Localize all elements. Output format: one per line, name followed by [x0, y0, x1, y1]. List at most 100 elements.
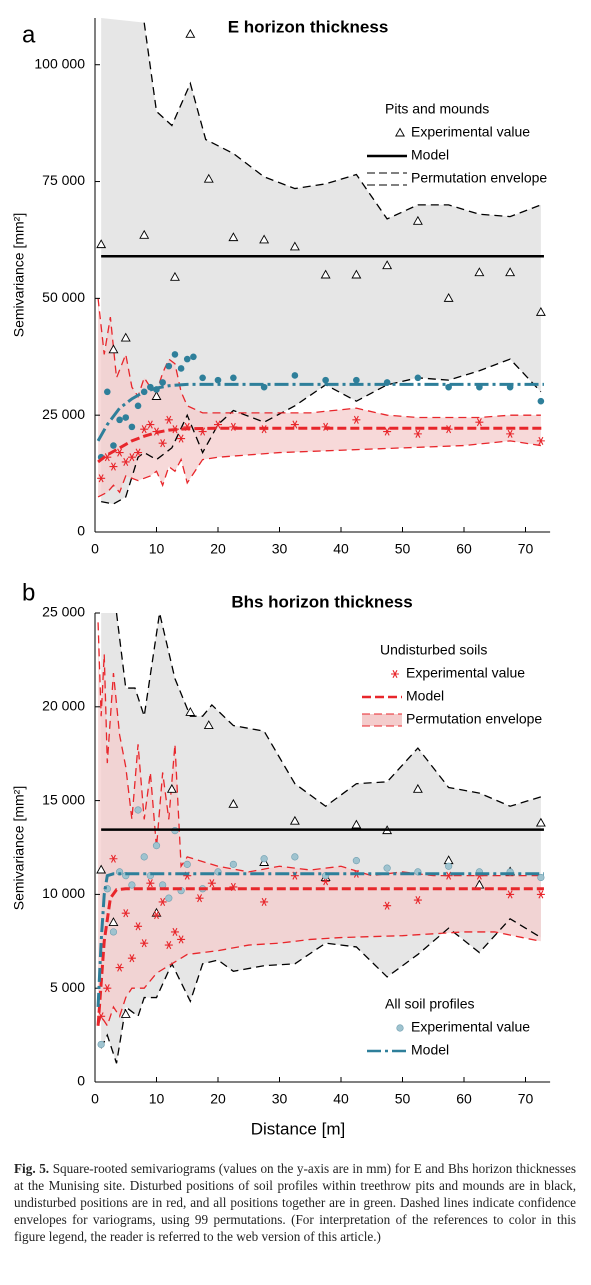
legend-label: Model	[406, 688, 444, 704]
x-tick-label: 40	[333, 1091, 349, 1107]
legend-label: Model	[411, 147, 449, 163]
triangle-point	[169, 271, 180, 281]
triangle-point	[412, 215, 423, 225]
x-tick-label: 10	[149, 541, 165, 557]
asterisk-point	[115, 448, 124, 457]
circle-point	[230, 374, 237, 382]
circle-point	[383, 864, 391, 872]
x-tick-label: 40	[333, 541, 349, 557]
circle-point	[199, 374, 206, 382]
asterisk-point	[506, 429, 515, 438]
triangle-point	[320, 269, 331, 279]
caption-text: Square-rooted semivariograms (values on …	[14, 1161, 576, 1244]
legend-symbol	[391, 669, 399, 679]
x-tick-label: 10	[149, 1091, 165, 1107]
legend-swatch	[362, 714, 402, 726]
x-tick-label: 50	[395, 541, 411, 557]
x-tick-label: 0	[91, 541, 99, 557]
chart-title: Bhs horizon thickness	[231, 592, 412, 611]
asterisk-point	[97, 474, 106, 483]
triangle-point	[228, 232, 239, 242]
model-line	[96, 887, 544, 1026]
envelope-lower	[97, 931, 542, 1028]
y-axis-label: Semivariance [mm²]	[11, 213, 27, 337]
triangle-point	[185, 28, 196, 38]
triangle-point	[412, 783, 423, 793]
asterisk-point	[444, 871, 453, 880]
asterisk-point	[146, 420, 155, 429]
legend-label: Permutation envelope	[411, 170, 547, 186]
chart-title: E horizon thickness	[228, 17, 389, 36]
circle-point	[110, 442, 117, 449]
y-tick-label: 100 000	[34, 55, 85, 71]
envelope-fill	[98, 622, 541, 1026]
y-axis-label: Semivariance [mm²]	[11, 786, 27, 910]
asterisk-point	[383, 901, 392, 910]
circle-point	[140, 853, 148, 861]
envelope-upper	[115, 613, 542, 808]
asterisk-point	[536, 890, 545, 899]
circle-point	[291, 853, 299, 861]
caption: Fig. 5. Square-rooted semivariograms (va…	[14, 1160, 576, 1245]
asterisk-point	[164, 415, 173, 424]
asterisk-point	[475, 418, 484, 427]
model-line	[96, 382, 544, 442]
triangle-point	[108, 344, 119, 354]
x-tick-label: 60	[456, 541, 472, 557]
x-tick-label: 20	[210, 541, 226, 557]
legend-label: Experimental value	[406, 665, 525, 681]
asterisk-point	[260, 897, 269, 906]
triangle-point	[289, 241, 300, 251]
circle-point	[190, 353, 197, 361]
circle-point	[183, 355, 191, 363]
asterisk-point	[214, 420, 222, 429]
asterisk-point	[177, 935, 186, 944]
x-tick-label: 0	[91, 1091, 99, 1107]
y-tick-label: 20 000	[42, 698, 85, 714]
circle-point	[97, 1040, 105, 1049]
legend-symbol	[395, 127, 405, 137]
asterisk-point	[352, 415, 361, 424]
legend-label: Experimental value	[411, 124, 530, 140]
circle-point	[291, 372, 299, 379]
circle-point	[109, 928, 118, 936]
envelope-upper	[143, 22, 542, 220]
asterisk-point	[413, 429, 422, 438]
triangle-point	[96, 239, 107, 249]
triangle-point	[351, 819, 362, 829]
circle-point	[122, 414, 130, 421]
circle-point	[229, 860, 237, 868]
circle-point	[159, 379, 166, 386]
panel-label: b	[22, 579, 35, 606]
triangle-point	[120, 1009, 131, 1018]
circle-point	[165, 362, 173, 370]
triangle-point	[151, 391, 162, 400]
triangle-point	[166, 783, 177, 793]
asterisk-point	[109, 854, 118, 863]
triangle-point	[203, 720, 214, 730]
y-tick-label: 75 000	[42, 172, 85, 188]
circle-point	[134, 402, 142, 410]
triangle-point	[120, 332, 131, 342]
envelope-fill	[101, 18, 541, 504]
asterisk-point	[506, 890, 515, 899]
x-tick-label: 50	[395, 1091, 411, 1107]
y-tick-label: 15 000	[42, 791, 85, 807]
legend-label: Experimental value	[411, 1019, 530, 1035]
circle-point	[116, 416, 123, 424]
panel-label: a	[22, 21, 36, 48]
circle-point	[152, 842, 161, 850]
legend-title: All soil profiles	[385, 996, 474, 1012]
y-tick-label: 0	[77, 1073, 85, 1089]
circle-point	[165, 894, 173, 902]
asterisk-point	[140, 939, 149, 948]
asterisk-point	[164, 940, 173, 950]
asterisk-point	[158, 897, 167, 906]
circle-point	[260, 855, 268, 863]
triangle-point	[259, 234, 270, 244]
asterisk-point	[170, 927, 179, 936]
asterisk-point	[115, 963, 124, 972]
triangle-point	[474, 267, 485, 277]
asterisk-point	[207, 879, 216, 888]
y-tick-label: 0	[77, 523, 85, 539]
